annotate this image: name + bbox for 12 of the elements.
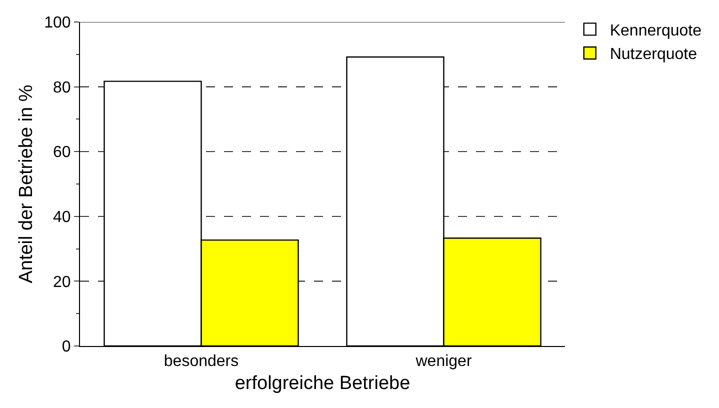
x-axis-title: erfolgreiche Betriebe (234, 373, 410, 394)
y-axis-title: Anteil der Betriebe in % (16, 84, 37, 284)
y-tick-label: 0 (62, 338, 71, 356)
y-tick-label: 100 (44, 14, 71, 32)
x-tick-label: besonders (164, 353, 239, 370)
y-tick-label: 20 (53, 274, 71, 291)
legend-label: Nutzerquote (610, 46, 698, 64)
y-tick-label: 60 (53, 144, 71, 162)
y-tick-label: 40 (53, 209, 71, 226)
x-tick-label: weniger (414, 353, 472, 370)
y-tick-label: 80 (53, 79, 71, 96)
legend-label: Kennerquote (610, 22, 702, 40)
